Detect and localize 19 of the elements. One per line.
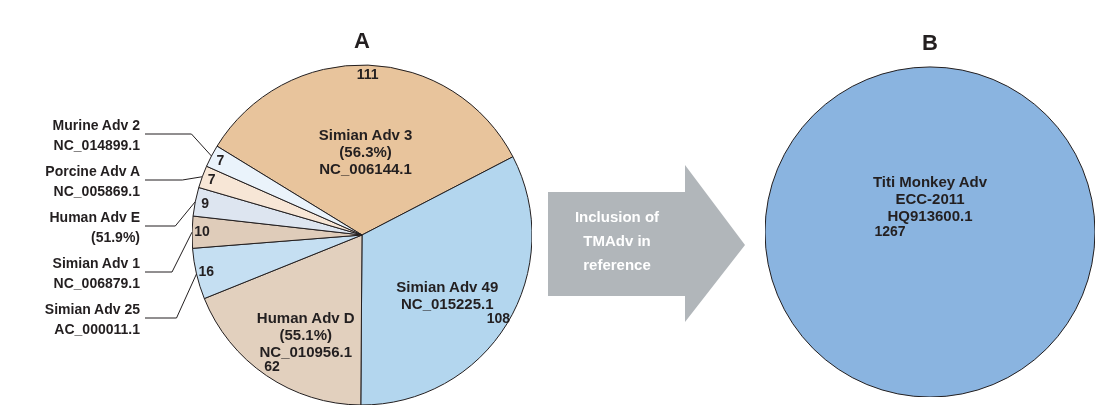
data-label: 9 <box>201 194 210 211</box>
data-label: 62 <box>264 358 280 375</box>
slice-label: Simian Adv 3 (56.3%) NC_006144.1 <box>318 126 413 178</box>
text: Inclusion of TMAdv in reference <box>573 207 661 275</box>
slice-label: Human Adv D (55.1%) NC_010956.1 <box>256 308 355 360</box>
slice-label: Simian Adv 1 NC_006879.1 <box>52 255 141 291</box>
chart-title: B <box>922 30 938 55</box>
data-label: 111 <box>356 66 379 83</box>
data-label: 10 <box>194 223 211 240</box>
slice-label: Porcine Adv A NC_005869.1 <box>45 163 141 199</box>
slice-label: Simian Adv 25 AC_000011.1 <box>44 301 141 337</box>
slice-label: Titi Monkey Adv ECC-2011 HQ913600.1 <box>872 173 988 224</box>
slice-label: Murine Adv 2 NC_014899.1 <box>52 117 141 153</box>
data-label: 16 <box>198 262 215 279</box>
slice-label: Human Adv E (51.9%) <box>49 209 140 245</box>
data-label: 7 <box>207 171 216 188</box>
data-label: 7 <box>216 151 225 168</box>
data-label: 1267 <box>874 223 906 239</box>
chart-title: A <box>354 28 371 53</box>
